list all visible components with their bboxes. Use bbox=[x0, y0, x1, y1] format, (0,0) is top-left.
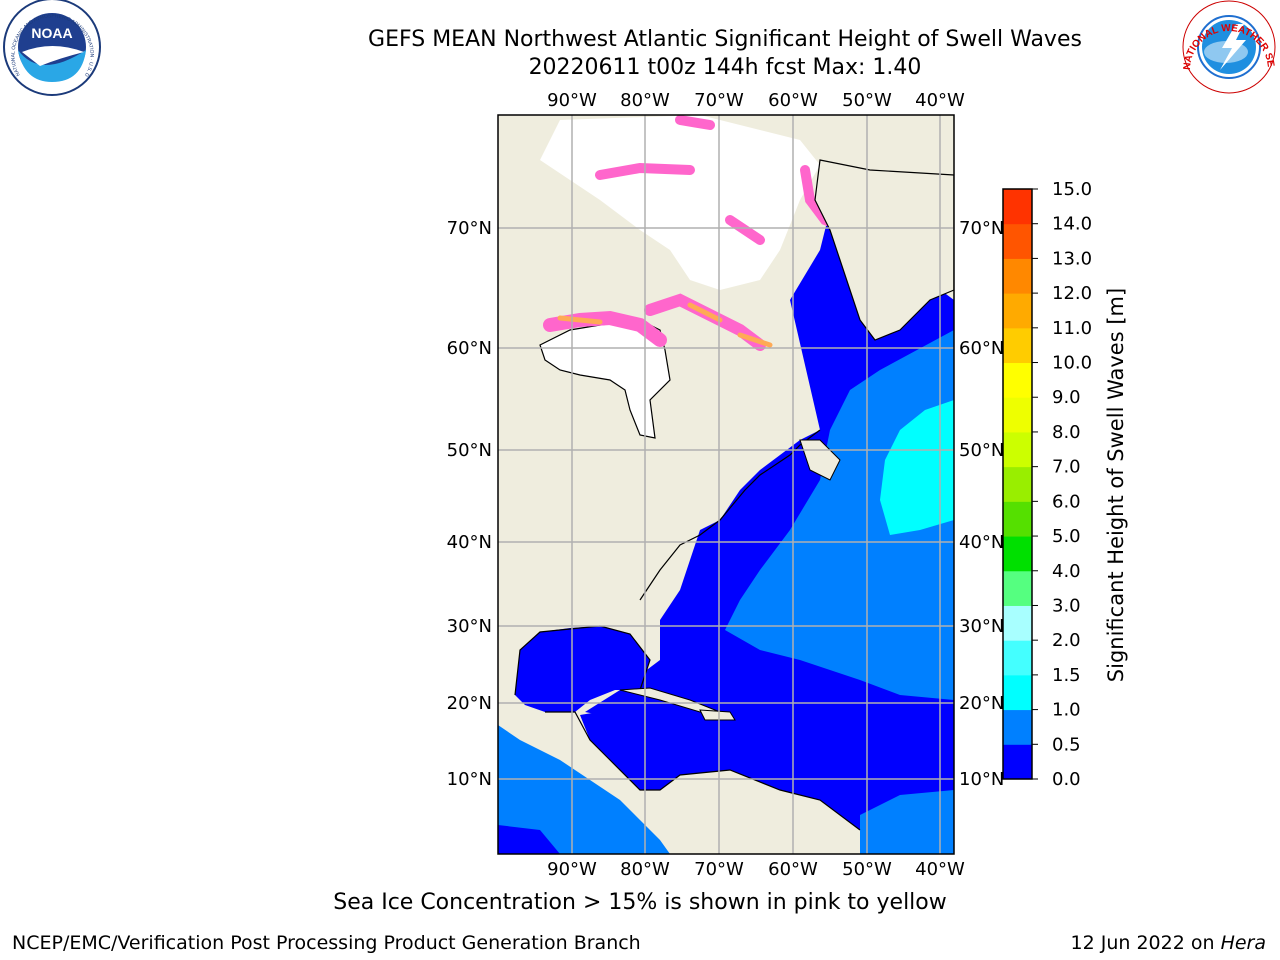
colorbar-tick-label: 1.0 bbox=[1052, 700, 1081, 721]
colorbar-label: Significant Height of Swell Waves [m] bbox=[1104, 288, 1128, 682]
lon-label-bottom: 60°W bbox=[768, 859, 818, 880]
noaa-logo: NOAA NATIONAL OCEANIC AND ATMOSPHERIC AD… bbox=[0, 0, 101, 96]
colorbar-swatch bbox=[1003, 327, 1032, 364]
gridlines bbox=[498, 115, 954, 854]
nws-logo: NATIONAL WEATHER SERVICE bbox=[0, 0, 1276, 94]
lon-label-bottom: 70°W bbox=[694, 859, 744, 880]
ocean-pacific bbox=[498, 725, 670, 854]
ocean-atlantic bbox=[585, 210, 954, 854]
colorbar-tick-label: 10.0 bbox=[1052, 353, 1092, 374]
colorbar-swatch bbox=[1003, 431, 1032, 468]
colorbar bbox=[1003, 189, 1032, 780]
lat-label-left: 50°N bbox=[447, 440, 492, 461]
colorbar-tick-label: 4.0 bbox=[1052, 561, 1081, 582]
lon-label-bottom: 50°W bbox=[842, 859, 892, 880]
ocean-high-swell bbox=[880, 400, 954, 535]
colorbar-tick-label: 0.0 bbox=[1052, 769, 1081, 790]
colorbar-swatch bbox=[1003, 674, 1032, 711]
colorbar-swatch bbox=[1003, 640, 1032, 676]
hispaniola bbox=[699, 709, 736, 721]
colorbar-swatch bbox=[1003, 605, 1032, 641]
colorbar-tick-label: 14.0 bbox=[1052, 214, 1092, 235]
colorbar-swatch bbox=[1003, 536, 1032, 572]
colorbar-swatch bbox=[1003, 189, 1032, 225]
lon-label-top: 70°W bbox=[694, 90, 744, 111]
lat-label-left: 60°N bbox=[447, 338, 492, 359]
colorbar-tick-label: 11.0 bbox=[1052, 318, 1092, 339]
lat-label-left: 30°N bbox=[447, 616, 492, 637]
title-line-2: 20220611 t00z 144h fcst Max: 1.40 bbox=[528, 55, 922, 80]
noaa-logo-text: NOAA bbox=[31, 25, 72, 41]
lat-label-right: 20°N bbox=[959, 693, 1004, 714]
footer-branch: NCEP/EMC/Verification Post Processing Pr… bbox=[12, 932, 641, 954]
lat-label-right: 70°N bbox=[959, 218, 1004, 239]
colorbar-tick-label: 3.0 bbox=[1052, 595, 1081, 616]
lat-label-right: 40°N bbox=[959, 532, 1004, 553]
colorbar-swatch bbox=[1003, 258, 1032, 294]
lat-label-right: 50°N bbox=[959, 440, 1004, 461]
colorbar-tick-label: 7.0 bbox=[1052, 457, 1081, 478]
colorbar-tick-label: 6.0 bbox=[1052, 491, 1081, 512]
map-area bbox=[498, 115, 954, 854]
lon-label-bottom: 80°W bbox=[620, 859, 670, 880]
colorbar-tick-label: 12.0 bbox=[1052, 283, 1092, 304]
title-line-1: GEFS MEAN Northwest Atlantic Significant… bbox=[368, 27, 1082, 52]
lat-label-right: 10°N bbox=[959, 769, 1004, 790]
colorbar-swatch bbox=[1003, 570, 1032, 606]
colorbar-swatch bbox=[1003, 709, 1032, 745]
colorbar-tick-label: 15.0 bbox=[1052, 179, 1092, 200]
lon-label-top: 50°W bbox=[842, 90, 892, 111]
lat-label-left: 70°N bbox=[447, 218, 492, 239]
svg-text:NATIONAL WEATHER SERVICE: NATIONAL WEATHER SERVICE bbox=[0, 0, 1276, 70]
colorbar-swatch bbox=[1003, 223, 1032, 259]
colorbar-tick-label: 0.5 bbox=[1052, 734, 1081, 755]
ocean-gulf bbox=[515, 626, 650, 712]
lat-label-left: 10°N bbox=[447, 769, 492, 790]
footer-date: 12 Jun 2022 on Hera bbox=[1071, 932, 1266, 954]
ocean-mid-swell bbox=[725, 330, 954, 700]
colorbar-swatch bbox=[1003, 744, 1032, 780]
lat-label-left: 40°N bbox=[447, 532, 492, 553]
lon-label-top: 80°W bbox=[620, 90, 670, 111]
colorbar-swatch bbox=[1003, 362, 1032, 398]
colorbar-swatch bbox=[1003, 501, 1032, 537]
footer-host: Hera bbox=[1220, 932, 1266, 954]
colorbar-swatch bbox=[1003, 397, 1032, 433]
lat-label-right: 30°N bbox=[959, 616, 1004, 637]
lon-label-bottom: 40°W bbox=[915, 859, 965, 880]
colorbar-frame bbox=[1002, 188, 1033, 780]
arctic-ice bbox=[540, 115, 820, 290]
lon-label-top: 40°W bbox=[915, 90, 965, 111]
lat-label-left: 20°N bbox=[447, 693, 492, 714]
lon-label-bottom: 90°W bbox=[547, 859, 597, 880]
ocean-caribbean bbox=[580, 705, 820, 800]
lon-label-top: 60°W bbox=[768, 90, 818, 111]
sea-ice-arctic bbox=[595, 115, 765, 245]
ocean-mid-swell-south bbox=[860, 790, 954, 854]
colorbar-tick-label: 9.0 bbox=[1052, 387, 1081, 408]
lon-label-top: 90°W bbox=[547, 90, 597, 111]
colorbar-swatch bbox=[1003, 466, 1032, 502]
colorbar-tick-label: 2.0 bbox=[1052, 630, 1081, 651]
map-frame bbox=[497, 114, 955, 855]
colorbar-tick-label: 5.0 bbox=[1052, 526, 1081, 547]
lat-label-right: 60°N bbox=[959, 338, 1004, 359]
footer-date-text: 12 Jun 2022 on bbox=[1070, 932, 1221, 954]
nws-logo-ring-text: NATIONAL WEATHER SERVICE bbox=[0, 0, 1276, 70]
colorbar-swatch bbox=[1003, 293, 1032, 329]
sea-ice-hudson bbox=[543, 310, 667, 347]
sea-ice-caption: Sea Ice Concentration > 15% is shown in … bbox=[333, 890, 947, 915]
colorbar-tick-label: 1.5 bbox=[1052, 665, 1081, 686]
colorbar-tick-label: 13.0 bbox=[1052, 248, 1092, 269]
colorbar-tick-label: 8.0 bbox=[1052, 422, 1081, 443]
greenland bbox=[814, 159, 954, 341]
